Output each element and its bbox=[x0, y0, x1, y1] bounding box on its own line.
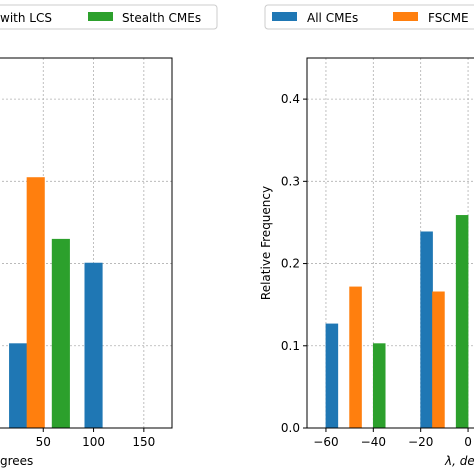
left-chart-bar bbox=[84, 262, 103, 428]
right-legend-label-all-cmes: All CMEs bbox=[307, 11, 358, 25]
right-legend-label-fscme: FSCME bbox=[428, 11, 469, 25]
left-chart-bar bbox=[9, 343, 28, 428]
right-chart-x-axis-label: λ, de bbox=[444, 454, 474, 468]
left-chart-panel: 050100150 grees bbox=[0, 57, 173, 468]
left-chart-bar bbox=[51, 238, 70, 428]
right-chart-bars bbox=[325, 215, 469, 428]
right-chart-y-tick-label: 0.4 bbox=[281, 92, 300, 106]
right-chart-bar bbox=[432, 291, 445, 428]
right-chart-y-tick-label: 0.1 bbox=[281, 339, 300, 353]
right-chart-panel: −60 −40 −20 0 0.0 0.1 0.2 0.3 0.4 Relative Frequ… bbox=[259, 57, 474, 468]
left-chart-bars bbox=[9, 177, 103, 428]
right-legend-swatch-fscme bbox=[393, 12, 418, 21]
right-chart-y-tick-label: 0.3 bbox=[281, 174, 300, 188]
right-chart-y-tick-label: 0.2 bbox=[281, 257, 300, 271]
right-chart-bar bbox=[420, 231, 433, 428]
right-chart-legend: All CMEs FSCME bbox=[264, 4, 474, 30]
right-chart-x-tick-label: −40 bbox=[361, 435, 386, 449]
right-chart-bar bbox=[325, 323, 339, 428]
left-chart-x-tick-label: 50 bbox=[36, 435, 51, 449]
left-chart-x-tick-label: 150 bbox=[132, 435, 155, 449]
right-chart-x-tick-label: 0 bbox=[464, 435, 472, 449]
left-chart-ticks: 050100150 bbox=[36, 428, 155, 449]
left-chart-axes-frame bbox=[0, 57, 173, 429]
right-chart-axes-frame bbox=[306, 57, 474, 429]
left-chart-legend: with LCS Stealth CMEs bbox=[0, 4, 218, 30]
left-legend-label-with-lcs: with LCS bbox=[0, 11, 52, 25]
left-chart-x-tick-label: 100 bbox=[82, 435, 105, 449]
right-chart-bar bbox=[349, 286, 362, 428]
right-chart-ticks: −60 −40 −20 0 0.0 0.1 0.2 0.3 0.4 bbox=[281, 92, 472, 449]
right-chart-y-axis-label: Relative Frequency bbox=[259, 186, 273, 300]
right-legend-frame bbox=[264, 4, 474, 30]
right-chart-y-tick-label: 0.0 bbox=[281, 421, 300, 435]
right-chart-bar bbox=[455, 215, 469, 428]
right-legend-swatch-all-cmes bbox=[272, 12, 297, 21]
left-legend-label-stealth-cmes: Stealth CMEs bbox=[122, 11, 201, 25]
right-chart-x-tick-label: −60 bbox=[313, 435, 338, 449]
right-chart-x-tick-label: −20 bbox=[408, 435, 433, 449]
left-chart-bar bbox=[26, 177, 45, 428]
left-chart-x-axis-label: grees bbox=[0, 454, 33, 468]
right-chart-bar bbox=[372, 343, 386, 428]
left-legend-swatch-stealth-cmes bbox=[88, 12, 113, 21]
